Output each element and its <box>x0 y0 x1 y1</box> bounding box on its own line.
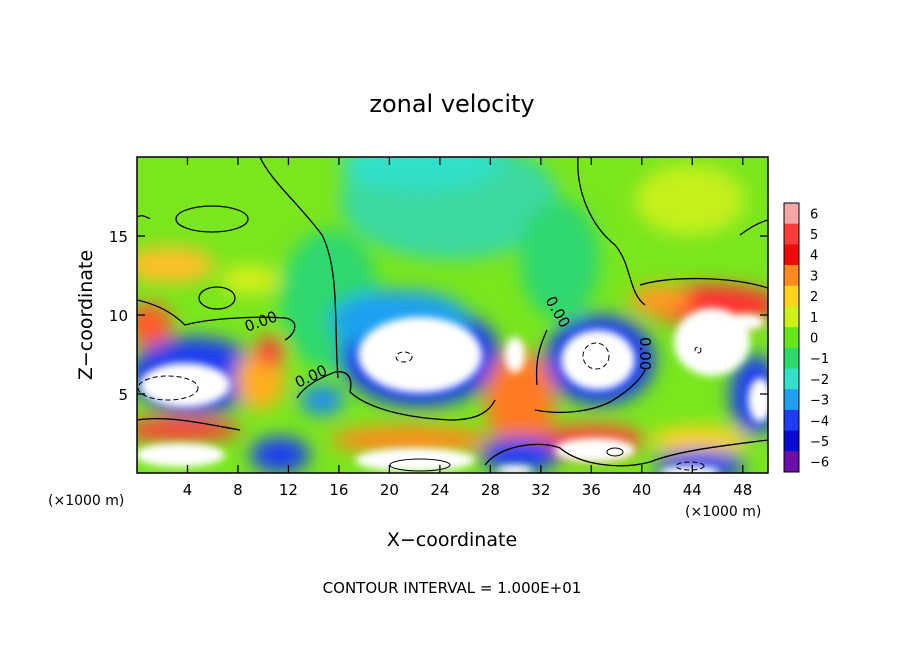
colorbar-swatch <box>784 306 799 328</box>
x-axis-label: X−coordinate <box>387 529 517 551</box>
colorbar-swatch <box>784 285 799 307</box>
x-tick-label: 4 <box>183 481 193 499</box>
x-tick-label: 36 <box>582 481 601 499</box>
colorbar-swatch <box>784 203 799 225</box>
colorbar-swatch <box>784 368 799 390</box>
x-tick-label: 12 <box>279 481 298 499</box>
x-tick-label: 16 <box>329 481 348 499</box>
velocity-field <box>137 157 768 473</box>
contour-interval-note: CONTOUR INTERVAL = 1.000E+01 <box>323 579 582 597</box>
colorbar-swatch <box>784 244 799 266</box>
x-tick-label: 48 <box>733 481 752 499</box>
colorbar-swatch <box>784 389 799 411</box>
colorbar-swatch <box>784 430 799 452</box>
y-tick-label: 5 <box>118 386 128 404</box>
x-tick-label: 40 <box>632 481 651 499</box>
x-tick-label: 8 <box>233 481 243 499</box>
colorbar-label: 5 <box>810 228 818 243</box>
colorbar-label: −5 <box>810 435 829 450</box>
colorbar-label: 4 <box>810 249 818 264</box>
colorbar-label: −2 <box>810 373 829 388</box>
colorbar-label: 6 <box>810 207 818 222</box>
colorbar-label: 1 <box>810 311 818 326</box>
y-tick-label: 10 <box>109 307 128 325</box>
colorbar-label: 3 <box>810 269 818 284</box>
contour-label: 0.00 <box>636 337 654 370</box>
colorbar-swatch <box>784 409 799 432</box>
colorbar-frame <box>783 202 800 473</box>
colorbar-swatch <box>784 223 799 245</box>
colorbar-label: 2 <box>810 290 818 305</box>
x-tick-label: 20 <box>380 481 399 499</box>
y-axis-label: Z−coordinate <box>75 250 97 380</box>
y-tick-label: 15 <box>109 228 128 246</box>
colorbar-label: −6 <box>810 456 829 471</box>
colorbar-swatch <box>784 347 799 370</box>
x-tick-label: 24 <box>430 481 449 499</box>
x-unit-right: (×1000 m) <box>685 504 761 520</box>
colorbar-label: −1 <box>810 352 829 367</box>
colorbar-swatch <box>784 327 799 349</box>
colorbar-swatch <box>784 451 799 473</box>
colorbar-label: −4 <box>810 414 829 429</box>
colorbar: 6 5 4 3 2 1 0 −1 −2 −3 −4 −5 −6 <box>783 202 829 473</box>
x-tick-label: 32 <box>531 481 550 499</box>
colorbar-label: 0 <box>810 332 818 347</box>
x-tick-label: 44 <box>683 481 702 499</box>
colorbar-label: −3 <box>810 394 829 409</box>
x-unit-left: (×1000 m) <box>48 493 124 509</box>
chart-title: zonal velocity <box>369 90 534 118</box>
colorbar-swatch <box>784 265 799 287</box>
x-tick-label: 28 <box>481 481 500 499</box>
